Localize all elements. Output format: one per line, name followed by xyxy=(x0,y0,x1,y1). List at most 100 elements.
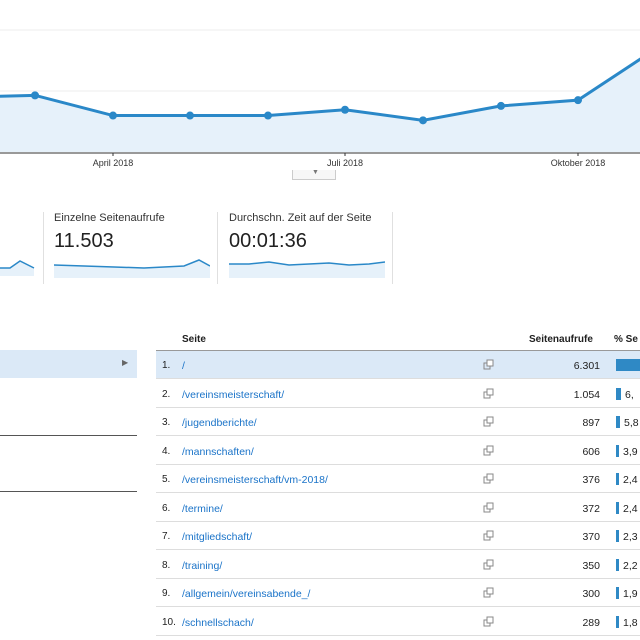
table-header-divider xyxy=(156,350,640,351)
open-page-icon[interactable] xyxy=(483,502,495,514)
dimension-item-selected[interactable] xyxy=(0,350,137,378)
pct-bar xyxy=(616,558,619,571)
table-row[interactable]: 7. /mitgliedschaft/370 2,3 xyxy=(156,522,640,550)
page-link[interactable]: / xyxy=(182,360,185,372)
pct-bar xyxy=(616,615,619,628)
page-link[interactable]: /vereinsmeisterschaft/vm-2018/ xyxy=(182,474,328,486)
pct-value: 6, xyxy=(625,388,634,401)
metric-separator xyxy=(392,212,393,284)
chevron-right-icon: ▶ xyxy=(122,358,129,367)
pageviews-value: 897 xyxy=(582,417,600,429)
open-page-icon[interactable] xyxy=(483,616,495,628)
pct-value: 2,4 xyxy=(623,502,638,515)
x-axis-label-april: April 2018 xyxy=(92,158,134,168)
open-page-icon[interactable] xyxy=(483,530,495,542)
chart-data-point xyxy=(31,91,39,100)
open-page-icon[interactable] xyxy=(483,388,495,400)
pct-bar xyxy=(616,387,621,400)
column-header-pageviews[interactable]: Seitenaufrufe xyxy=(529,334,593,345)
chart-area-fill xyxy=(0,59,640,152)
table-row[interactable]: 5. /vereinsmeisterschaft/vm-2018/376 2,4 xyxy=(156,465,640,493)
open-page-icon[interactable] xyxy=(483,559,495,571)
table-row[interactable]: 6. /termine/372 2,4 xyxy=(156,494,640,522)
pageviews-line-chart xyxy=(0,29,640,156)
table-row[interactable]: 4. /mannschaften/606 3,9 xyxy=(156,437,640,465)
pct-bar xyxy=(616,416,620,428)
pct-bar xyxy=(616,587,619,599)
page-link[interactable]: /mannschaften/ xyxy=(182,445,254,458)
table-row[interactable]: 2. /vereinsmeisterschaft/1.054 6, xyxy=(156,380,640,408)
metric-value: 00:01:36 xyxy=(229,230,307,252)
page-link[interactable]: /jugendberichte/ xyxy=(182,417,257,429)
pct-value: 2,4 xyxy=(623,474,638,486)
row-index: 7. xyxy=(162,531,171,542)
page-link[interactable]: /vereinsmeisterschaft/ xyxy=(182,388,285,401)
x-axis-label-july: Juli 2018 xyxy=(326,158,364,168)
row-index: 9. xyxy=(162,588,171,599)
metric-unique-pageviews[interactable]: Einzelne Seitenaufrufe 11.503 xyxy=(54,212,210,284)
chart-data-point xyxy=(574,96,582,105)
chart-data-point xyxy=(109,111,117,120)
chart-collapse-handle[interactable]: ▼ xyxy=(292,169,336,180)
open-page-icon[interactable] xyxy=(483,416,495,428)
table-row[interactable]: 10. /schnellschach/289 1,8 xyxy=(156,608,640,636)
open-page-icon[interactable] xyxy=(483,473,495,485)
x-axis-label-october: Oktober 2018 xyxy=(550,158,606,168)
chart-data-point xyxy=(341,105,349,114)
page-link[interactable]: /mitgliedschaft/ xyxy=(182,531,253,543)
metric-avg-time-on-page[interactable]: Durchschn. Zeit auf der Seite 00:01:36 xyxy=(229,212,385,284)
page-link[interactable]: /schnellschach/ xyxy=(182,616,254,629)
pct-value: 5,8 xyxy=(624,417,639,429)
pageviews-value: 350 xyxy=(582,559,600,572)
metric-sparkline-partial xyxy=(0,260,35,276)
chart-data-point xyxy=(497,101,505,110)
pct-value: 1,9 xyxy=(623,588,638,600)
open-page-icon[interactable] xyxy=(483,359,495,371)
open-page-icon[interactable] xyxy=(483,445,495,457)
metric-separator xyxy=(43,212,44,284)
metric-sparkline xyxy=(54,259,210,278)
table-row[interactable]: 8. /training/350 2,2 xyxy=(156,551,640,579)
row-index: 3. xyxy=(162,417,171,428)
chart-data-point xyxy=(264,111,272,120)
row-index: 6. xyxy=(162,502,171,514)
row-index: 8. xyxy=(162,559,171,571)
open-page-icon[interactable] xyxy=(483,587,495,599)
pct-value: 2,2 xyxy=(623,559,638,572)
table-row[interactable]: 9. /allgemein/vereinsabende_/ 300 1,9 xyxy=(156,579,640,607)
row-index: 5. xyxy=(162,474,171,485)
metric-label: Durchschn. Zeit auf der Seite xyxy=(229,212,372,224)
chart-data-point xyxy=(186,111,194,120)
chevron-down-icon: ▼ xyxy=(312,169,319,176)
pct-bar xyxy=(616,359,640,371)
table-row[interactable]: 1. / 6.301 xyxy=(156,351,640,379)
column-header-page[interactable]: Seite xyxy=(182,334,206,345)
dimension-divider xyxy=(0,435,137,436)
page-link[interactable]: /training/ xyxy=(182,559,223,572)
pageviews-value: 606 xyxy=(582,445,600,458)
pct-value: 3,9 xyxy=(623,445,638,458)
column-header-pct[interactable]: % Se xyxy=(614,334,638,345)
pageviews-value: 372 xyxy=(582,502,600,515)
row-index: 4. xyxy=(162,445,171,457)
pageviews-chart: April 2018 Juli 2018 Oktober 2018 xyxy=(0,0,640,180)
pct-value: 2,3 xyxy=(623,531,638,543)
page-link[interactable]: /allgemein/vereinsabende_/ xyxy=(182,588,311,600)
pageviews-value: 376 xyxy=(582,474,600,486)
table-row[interactable]: 3. /jugendberichte/897 5,8 xyxy=(156,408,640,436)
pct-bar xyxy=(616,444,619,457)
row-index: 10. xyxy=(162,616,176,628)
metric-separator xyxy=(217,212,218,284)
page-link[interactable]: /termine/ xyxy=(182,502,223,515)
pct-bar xyxy=(616,473,619,485)
row-index: 2. xyxy=(162,388,171,400)
metric-sparkline xyxy=(229,261,385,278)
chart-series-line xyxy=(0,57,640,122)
row-index: 1. xyxy=(162,360,171,371)
dimension-divider xyxy=(0,491,137,492)
metric-label: Einzelne Seitenaufrufe xyxy=(54,212,165,224)
pct-value: 1,8 xyxy=(623,616,638,629)
pageviews-value: 370 xyxy=(582,531,600,543)
pct-bar xyxy=(616,530,619,542)
pageviews-value: 289 xyxy=(582,616,600,629)
